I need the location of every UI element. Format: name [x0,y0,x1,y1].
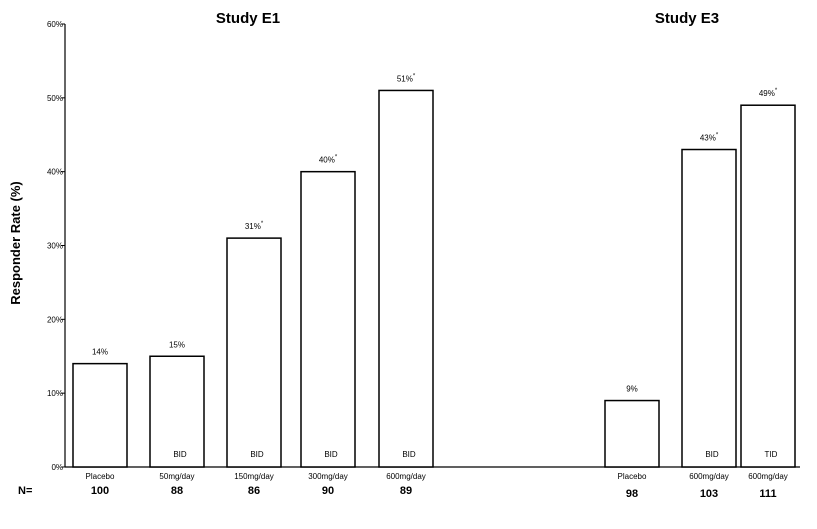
bars-group: 14% Placebo 100 15% BID 50mg/day 88 31%* BID 150m… [72,73,796,500]
n-value: 86 [248,485,260,497]
bar-inner-label: TID [765,450,778,459]
category-label: 600mg/day [689,472,729,481]
bar [149,355,205,468]
bar-inner-label: BID [705,450,719,459]
n-label: N= [18,485,32,497]
bar [604,399,660,468]
n-value: 90 [322,485,334,497]
y-tick-label: 0% [51,463,63,472]
data-label: 43%* [700,133,719,143]
n-value: 98 [626,488,638,500]
category-label: 600mg/day [748,472,788,481]
data-label: 15% [169,340,185,349]
n-value: 89 [400,485,412,497]
bar-inner-label: BID [402,450,416,459]
y-tick-label: 40% [47,168,63,177]
category-label: Placebo [86,472,115,481]
bar [72,362,128,468]
data-label: 40%* [319,155,338,165]
bar-inner-label: BID [324,450,338,459]
data-label: 51%* [397,73,416,83]
data-label: 31%* [245,221,264,231]
data-label: 9% [626,385,638,394]
y-tick-label: 50% [47,94,63,103]
category-label: 600mg/day [386,472,426,481]
category-label: 50mg/day [159,472,194,481]
category-label: Placebo [618,472,647,481]
y-axis-label: Responder Rate (%) [8,181,23,305]
y-tick-label: 10% [47,389,63,398]
y-tick-label: 20% [47,315,63,324]
n-value: 103 [700,488,718,500]
chart-title-study-e1: Study E1 [216,10,280,27]
n-value: 111 [759,488,776,500]
bar [300,170,356,468]
data-label: 49%* [759,88,778,98]
y-tick-label: 30% [47,242,63,251]
bar [740,104,796,468]
category-label: 300mg/day [308,472,348,481]
bar [226,237,282,468]
y-tick-label: 60% [47,20,63,29]
n-value: 88 [171,485,183,497]
bar [681,148,737,468]
category-label: 150mg/day [234,472,274,481]
chart-title-study-e3: Study E3 [655,10,719,27]
bar-inner-label: BID [250,450,264,459]
bar-inner-label: BID [173,450,187,459]
data-label: 14% [92,348,108,357]
n-value: 100 [91,485,109,497]
bar [378,89,434,468]
